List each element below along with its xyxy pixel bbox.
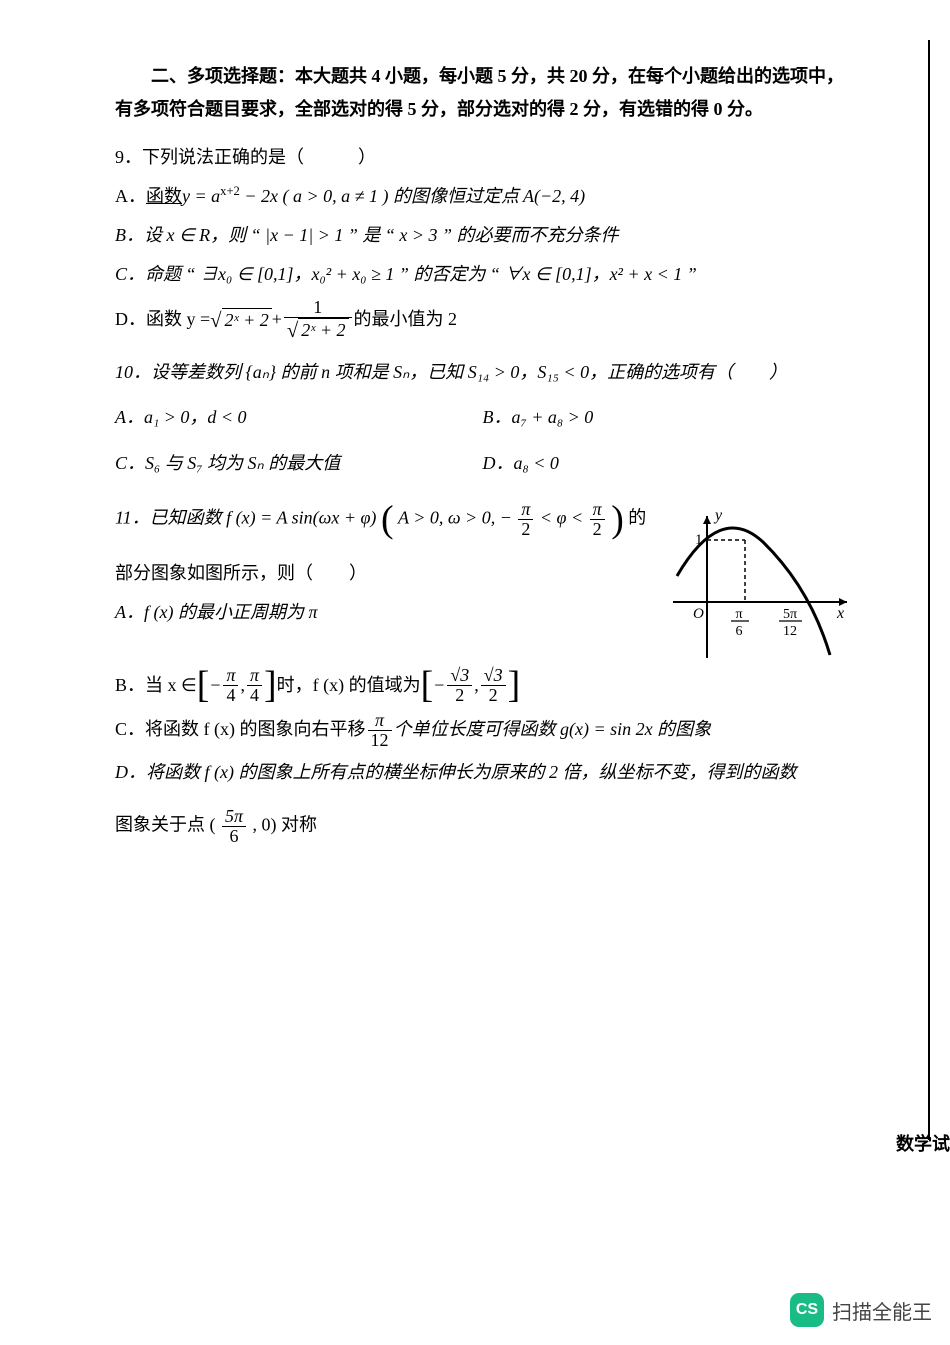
q10-options: A．a₁ > 0，d < 0 B．a₇ + a₈ > 0 C．S₆ 与 S₇ 均… bbox=[115, 395, 850, 486]
plus: + bbox=[272, 303, 282, 336]
tick2-den: 12 bbox=[783, 624, 797, 639]
num: √3 bbox=[481, 666, 506, 686]
text: A > 0, ω > 0, − bbox=[398, 507, 512, 527]
q9-option-b: B．设 x ∈ R，则 “ |x − 1| > 1 ” 是 “ x > 3 ” … bbox=[115, 219, 850, 252]
q10-option-c: C．S₆ 与 S₇ 均为 Sₙ 的最大值 bbox=[115, 447, 483, 480]
text: B．当 x ∈ bbox=[115, 669, 197, 702]
q11-option-d: D．将函数 f (x) 的图象上所有点的横坐标伸长为原来的 2 倍，纵坐标不变，… bbox=[115, 756, 850, 846]
q9-option-a: A． 函数 y = ax+2 − 2x ( a > 0, a ≠ 1 ) 的图像… bbox=[115, 180, 850, 213]
q11-option-c: C．将函数 f (x) 的图象向右平移 π12 个单位长度可得函数 g(x) =… bbox=[115, 711, 850, 750]
question-10: 10．设等差数列 {aₙ} 的前 n 项和是 Sₙ，已知 S₁₄ > 0，S₁₅… bbox=[115, 356, 850, 486]
text: 的 bbox=[628, 507, 646, 527]
q10-option-b: B．a₇ + a₈ > 0 bbox=[483, 401, 851, 434]
num: 5π bbox=[222, 807, 246, 827]
q11-stem-line2: 部分图象如图所示，则（ ） bbox=[115, 557, 685, 590]
question-9: 9．下列说法正确的是（ ） A． 函数 y = ax+2 − 2x ( a > … bbox=[115, 141, 850, 342]
sine-graph-svg: y x 1 O π 6 5π 12 bbox=[665, 510, 850, 660]
den: 2 bbox=[447, 686, 472, 705]
text: 图象关于点 ( bbox=[115, 814, 216, 834]
one-label: 1 bbox=[695, 532, 703, 548]
text: , 0) 对称 bbox=[253, 814, 318, 834]
opt-label: D．函数 y = bbox=[115, 303, 210, 336]
q10-option-d: D．a₈ < 0 bbox=[483, 447, 851, 480]
text: − 2x ( a > 0, a ≠ 1 ) 的图像恒过定点 bbox=[240, 186, 519, 206]
q10-stem: 10．设等差数列 {aₙ} 的前 n 项和是 Sₙ，已知 S₁₄ > 0，S₁₅… bbox=[115, 356, 850, 389]
radicand: 2ˣ + 2 bbox=[222, 308, 272, 332]
exp: x+2 bbox=[220, 184, 240, 198]
den: 4 bbox=[223, 686, 238, 705]
x-axis-label: x bbox=[836, 605, 844, 622]
text: 11．已知函数 f (x) = A sin(ωx + φ) bbox=[115, 507, 376, 527]
y-axis-label: y bbox=[713, 510, 723, 524]
num: π bbox=[518, 500, 533, 520]
q9-option-c: C．命题 “ ∃x₀ ∈ [0,1]，x₀² + x₀ ≥ 1 ” 的否定为 “… bbox=[115, 258, 850, 291]
text: 时，f (x) 的值域为 bbox=[277, 669, 421, 702]
scanner-watermark: CS 扫描全能王 bbox=[790, 1293, 932, 1327]
tail: 的最小值为 2 bbox=[354, 303, 458, 336]
question-11: 11．已知函数 f (x) = A sin(ωx + φ) ( A > 0, ω… bbox=[115, 500, 850, 846]
text: C．将函数 f (x) 的图象向右平移 bbox=[115, 713, 366, 746]
page-divider bbox=[928, 40, 930, 1140]
num: √3 bbox=[447, 666, 472, 686]
q10-option-a: A．a₁ > 0，d < 0 bbox=[115, 401, 483, 434]
den: 12 bbox=[368, 731, 392, 750]
q9-option-d: D．函数 y = √2ˣ + 2 + 1 √2ˣ + 2 的最小值为 2 bbox=[115, 298, 850, 342]
den: 4 bbox=[247, 686, 262, 705]
text: B．设 x ∈ R，则 “ |x − 1| > 1 ” 是 “ x > 3 ” … bbox=[115, 219, 619, 252]
num: π bbox=[247, 666, 262, 686]
tick1-num: π bbox=[735, 607, 742, 622]
q9-stem: 9．下列说法正确的是（ ） bbox=[115, 141, 850, 174]
text: 个单位长度可得函数 g(x) = sin 2x 的图象 bbox=[394, 713, 712, 746]
den: 2 bbox=[590, 520, 605, 539]
den: √2ˣ + 2 bbox=[284, 318, 352, 342]
text: C．命题 “ ∃x₀ ∈ [0,1]，x₀² + x₀ ≥ 1 ” 的否定为 “… bbox=[115, 258, 697, 291]
q9a-underline: 函数 bbox=[146, 180, 182, 213]
num: π bbox=[368, 711, 392, 731]
num: π bbox=[590, 500, 605, 520]
num: 1 bbox=[284, 298, 352, 318]
exam-page: 二、多项选择题：本大题共 4 小题，每小题 5 分，共 20 分，在每个小题给出… bbox=[0, 0, 950, 912]
sqrt: √2ˣ + 2 bbox=[210, 308, 272, 332]
den: 6 bbox=[222, 827, 246, 846]
den: 2 bbox=[481, 686, 506, 705]
q11-stem-line1: 11．已知函数 f (x) = A sin(ωx + φ) ( A > 0, ω… bbox=[115, 500, 685, 539]
q9a-math: y = ax+2 − 2x ( a > 0, a ≠ 1 ) 的图像恒过定点 bbox=[182, 180, 519, 213]
q11-graph: y x 1 O π 6 5π 12 bbox=[665, 510, 850, 660]
q9a-point: A(−2, 4) bbox=[523, 180, 585, 213]
tick2-num: 5π bbox=[783, 607, 797, 622]
fraction: 1 √2ˣ + 2 bbox=[284, 298, 352, 342]
origin-label: O bbox=[693, 606, 704, 622]
section-header: 二、多项选择题：本大题共 4 小题，每小题 5 分，共 20 分，在每个小题给出… bbox=[115, 60, 850, 127]
num: π bbox=[223, 666, 238, 686]
watermark-icon: CS bbox=[790, 1293, 824, 1327]
tick1-den: 6 bbox=[736, 624, 743, 639]
text: D．将函数 f (x) 的图象上所有点的横坐标伸长为原来的 2 倍，纵坐标不变，… bbox=[115, 762, 796, 782]
watermark-text: 扫描全能王 bbox=[832, 1296, 932, 1325]
q11-option-b: B．当 x ∈ [ − π4 , π4 ] 时，f (x) 的值域为 [ − √… bbox=[115, 666, 850, 705]
text: < φ < bbox=[540, 507, 588, 527]
text: y = a bbox=[182, 186, 220, 206]
opt-label: A． bbox=[115, 180, 146, 213]
q11-option-a: A．f (x) 的最小正周期为 π bbox=[115, 596, 685, 629]
radicand: 2ˣ + 2 bbox=[298, 318, 348, 342]
page-footer: 数学试 bbox=[896, 1130, 950, 1156]
den: 2 bbox=[518, 520, 533, 539]
